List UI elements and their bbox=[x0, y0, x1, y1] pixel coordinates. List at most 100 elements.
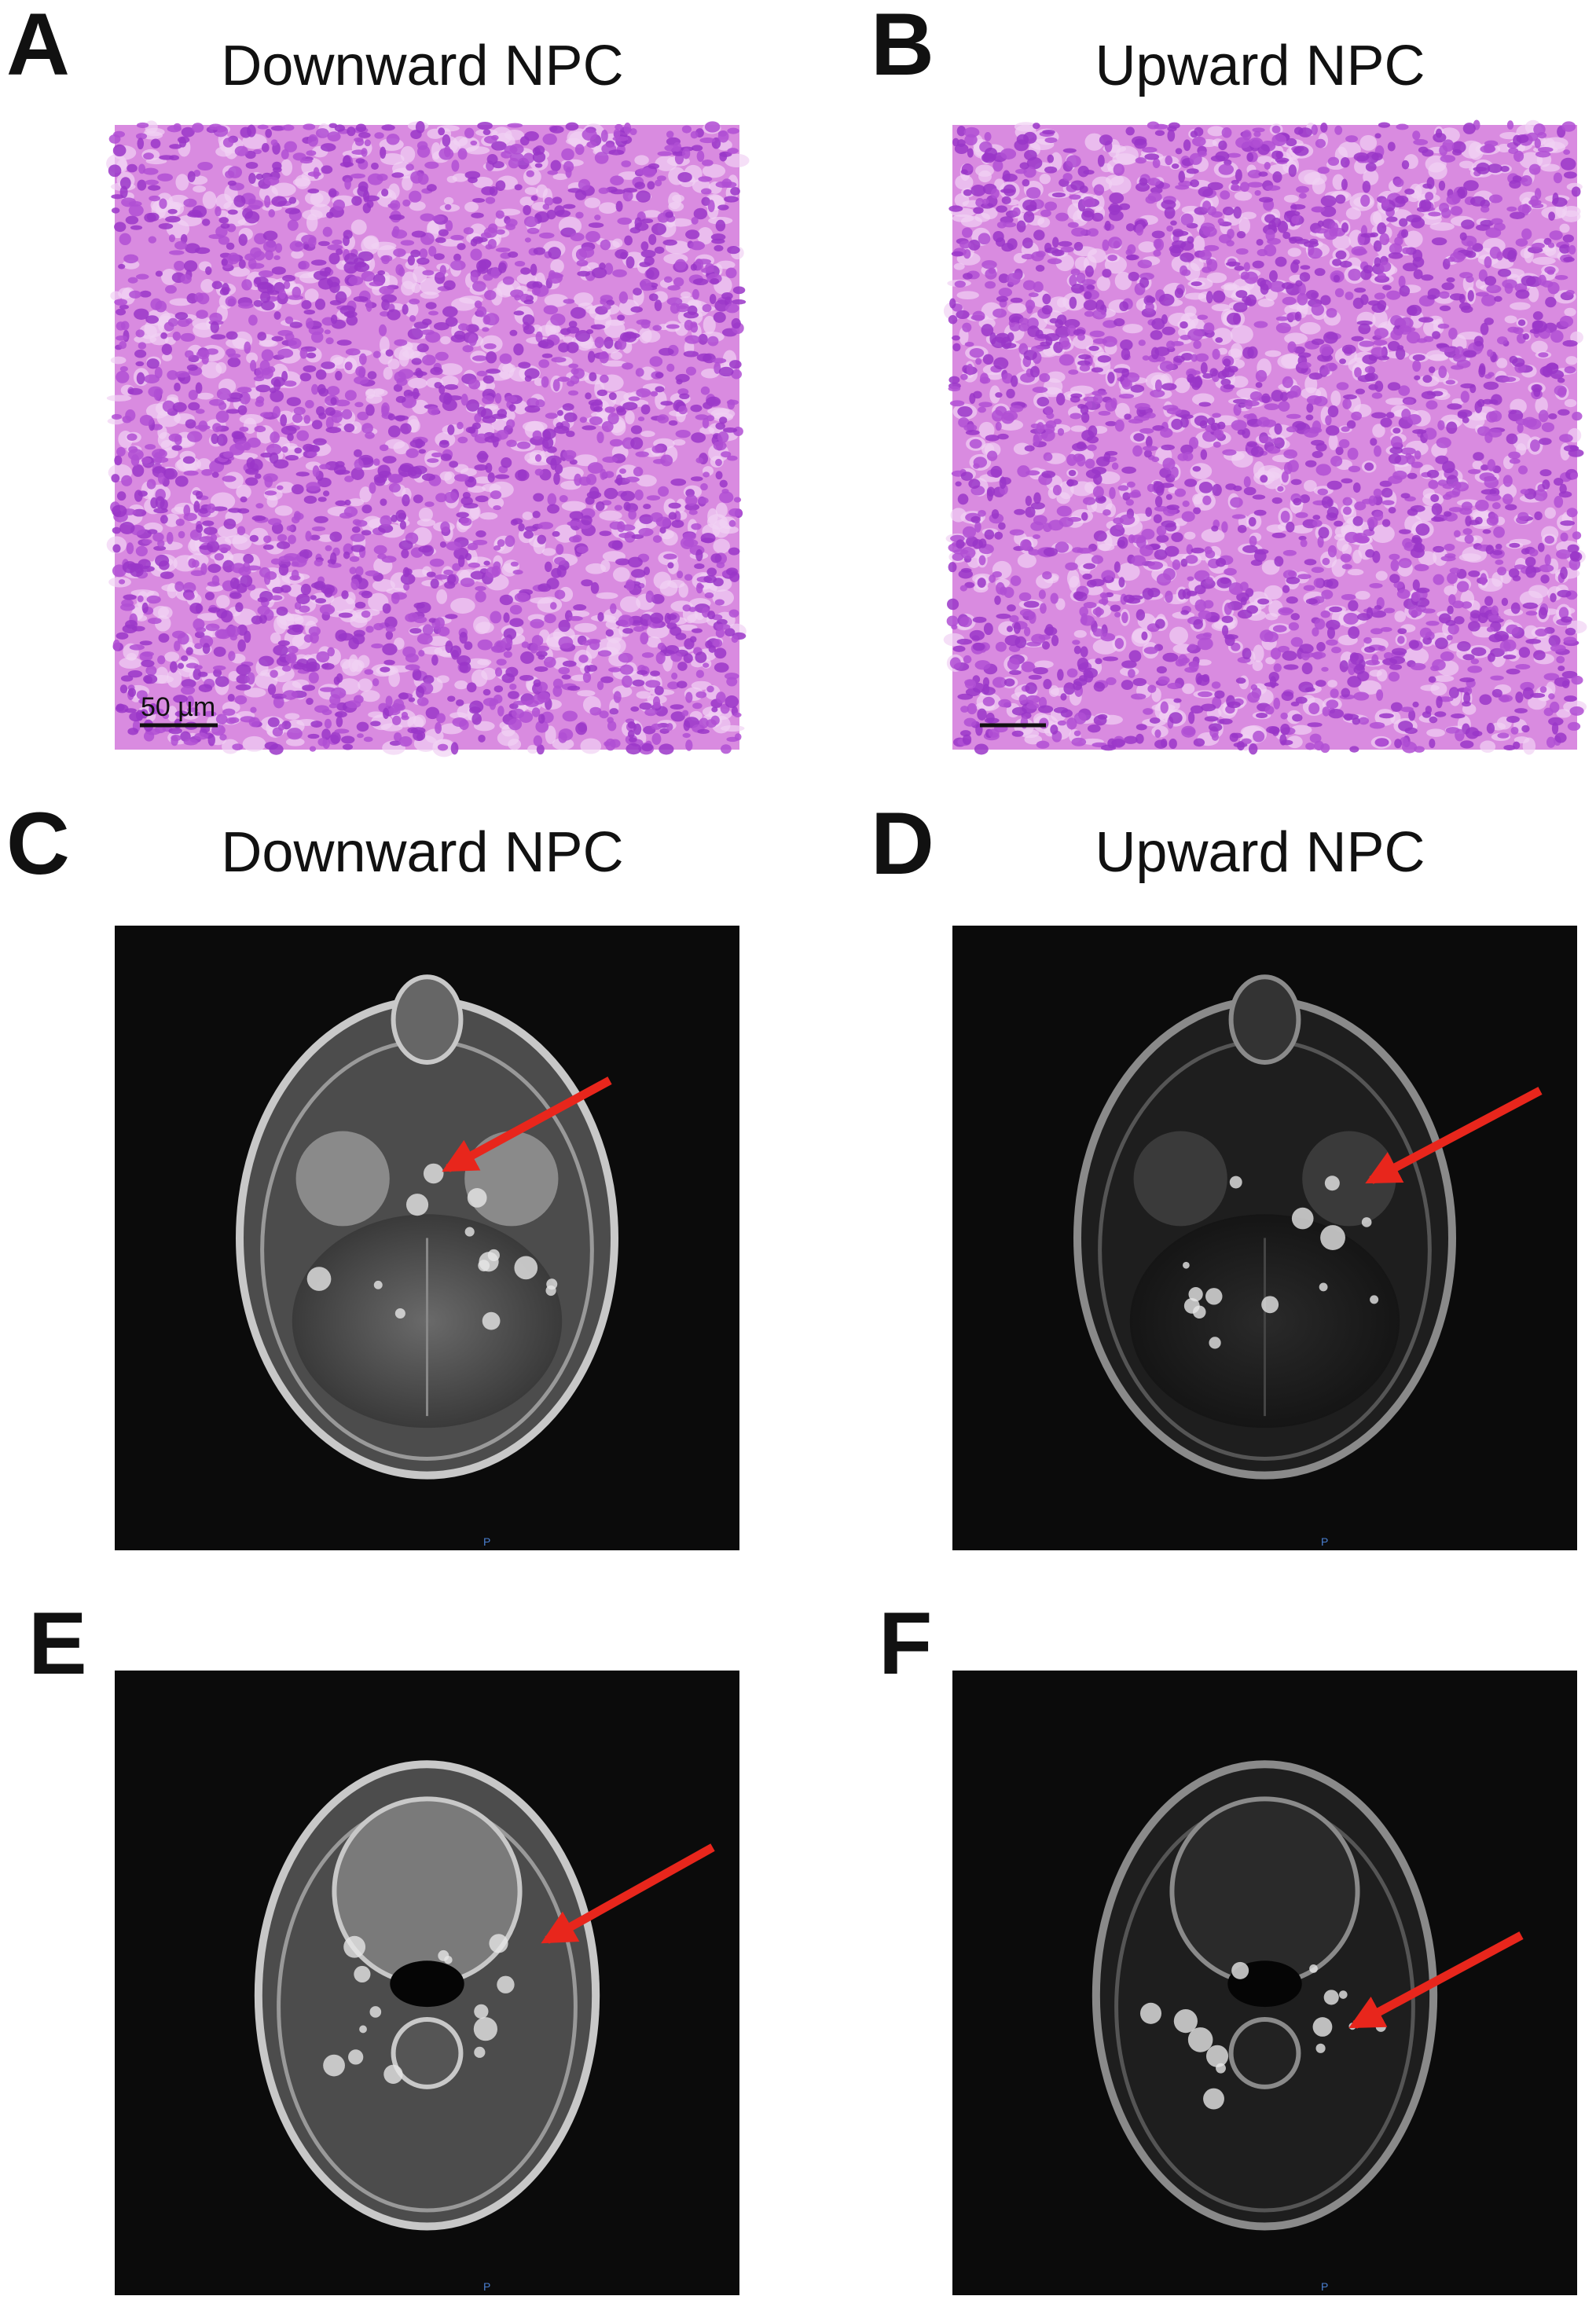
nucleus bbox=[410, 249, 421, 258]
nucleus bbox=[1566, 508, 1578, 518]
nucleus bbox=[195, 603, 202, 614]
nucleus bbox=[1431, 503, 1443, 515]
nucleus bbox=[1057, 669, 1064, 681]
tissue-light bbox=[292, 178, 311, 187]
nucleus bbox=[1381, 487, 1393, 498]
nucleus bbox=[470, 271, 479, 283]
nucleus bbox=[382, 456, 397, 464]
tissue-light bbox=[450, 597, 475, 614]
nucleus bbox=[1411, 217, 1425, 229]
nucleus bbox=[990, 465, 1003, 479]
nucleus bbox=[257, 124, 269, 130]
nucleus bbox=[1253, 730, 1265, 743]
nucleus bbox=[350, 545, 365, 552]
nucleus bbox=[604, 487, 618, 500]
tissue-light bbox=[200, 279, 215, 293]
nucleus bbox=[630, 425, 643, 435]
nucleus bbox=[137, 595, 144, 603]
nucleus bbox=[325, 427, 342, 434]
nucleus bbox=[668, 420, 678, 426]
nucleus bbox=[1468, 570, 1480, 578]
nucleus bbox=[482, 395, 494, 405]
nucleus bbox=[1269, 270, 1278, 282]
nucleus bbox=[594, 215, 601, 221]
nucleus bbox=[127, 387, 143, 395]
tissue-light bbox=[1281, 353, 1301, 369]
nucleus bbox=[335, 710, 347, 718]
nucleus bbox=[627, 730, 635, 739]
tissue-light bbox=[1196, 659, 1212, 666]
nucleus bbox=[507, 123, 523, 128]
tissue-light bbox=[1034, 660, 1054, 669]
nucleus bbox=[193, 668, 202, 680]
nucleus bbox=[640, 285, 653, 292]
nucleus bbox=[699, 138, 716, 144]
nucleus bbox=[227, 166, 243, 178]
tissue-light bbox=[574, 622, 597, 633]
nucleus bbox=[1374, 380, 1384, 392]
nucleus bbox=[464, 552, 472, 561]
nucleus bbox=[1480, 294, 1496, 306]
nucleus bbox=[197, 161, 213, 171]
nucleus bbox=[317, 477, 332, 488]
nucleus bbox=[334, 124, 346, 132]
nucleus bbox=[328, 563, 342, 568]
nucleus bbox=[459, 662, 471, 673]
tissue-light bbox=[472, 177, 493, 189]
nucleus bbox=[194, 631, 205, 639]
nucleus bbox=[192, 123, 204, 133]
nucleus bbox=[1256, 239, 1264, 246]
nucleus bbox=[119, 233, 131, 246]
nucleus bbox=[247, 672, 255, 685]
nucleus bbox=[578, 178, 591, 191]
tissue-light bbox=[1394, 611, 1407, 622]
nucleus bbox=[1254, 189, 1261, 196]
nucleus bbox=[330, 732, 341, 744]
nucleus bbox=[569, 511, 584, 520]
nucleus bbox=[359, 353, 367, 365]
nucleus bbox=[666, 297, 683, 306]
nucleus bbox=[1184, 479, 1198, 487]
nucleus bbox=[348, 637, 360, 650]
nucleus bbox=[1389, 243, 1403, 255]
nucleus bbox=[209, 398, 225, 406]
nucleus bbox=[409, 315, 416, 322]
nucleus bbox=[330, 314, 338, 325]
tissue-light bbox=[1330, 390, 1341, 407]
nucleus bbox=[270, 669, 278, 678]
nucleus bbox=[685, 691, 693, 703]
tissue-light bbox=[1184, 292, 1206, 300]
tissue-light bbox=[1332, 234, 1352, 250]
nucleus bbox=[534, 468, 544, 476]
nucleus bbox=[1173, 698, 1182, 703]
nucleus bbox=[313, 167, 320, 179]
nucleus bbox=[1128, 650, 1142, 662]
nucleus bbox=[675, 430, 691, 438]
nucleus bbox=[361, 530, 372, 536]
tissue-light bbox=[359, 486, 372, 503]
nucleus bbox=[187, 431, 203, 442]
nucleus bbox=[1311, 338, 1325, 346]
nucleus bbox=[322, 226, 332, 237]
nucleus bbox=[211, 433, 219, 445]
nucleus bbox=[653, 459, 666, 464]
nucleus bbox=[982, 696, 995, 706]
tissue-light bbox=[1266, 524, 1286, 534]
nucleus bbox=[321, 709, 332, 716]
nucleus bbox=[673, 141, 681, 152]
nucleus bbox=[205, 266, 212, 275]
tissue-light bbox=[1286, 735, 1303, 749]
nucleus bbox=[139, 709, 149, 719]
nucleus bbox=[1431, 391, 1444, 397]
nucleus bbox=[497, 706, 504, 717]
nucleus bbox=[519, 675, 534, 681]
nucleus bbox=[126, 542, 134, 555]
nucleus bbox=[197, 671, 208, 677]
nucleus bbox=[289, 321, 303, 328]
nucleus bbox=[549, 125, 564, 134]
nucleus bbox=[1486, 722, 1495, 734]
nucleus bbox=[556, 564, 567, 578]
nucleus bbox=[174, 435, 182, 446]
nucleus bbox=[120, 321, 130, 331]
nucleus bbox=[1515, 664, 1531, 669]
